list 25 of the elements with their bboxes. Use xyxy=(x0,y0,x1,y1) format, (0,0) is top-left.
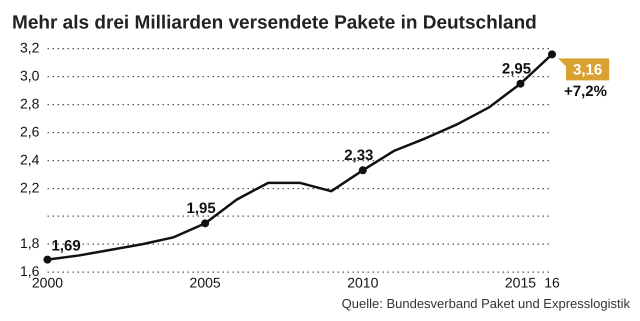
data-label: 1,69 xyxy=(51,237,81,254)
x-tick-label: 16 xyxy=(544,274,560,290)
y-tick-label: 1,6 xyxy=(20,263,40,280)
y-tick-label: 3,0 xyxy=(20,68,40,84)
y-tick-label: 2,4 xyxy=(20,151,40,168)
point xyxy=(43,256,52,264)
source-note: Quelle: Bundesverband Paket und Expresslogistik xyxy=(342,296,630,312)
y-tick-label: 2,6 xyxy=(20,123,40,140)
point xyxy=(516,80,524,88)
data-label: 3,16 xyxy=(572,62,602,79)
data-label: 2,95 xyxy=(502,60,532,78)
y-tick-label: 2,2 xyxy=(20,179,40,196)
y-tick-label: 2,8 xyxy=(20,96,40,112)
x-tick-label: 2015 xyxy=(504,274,536,290)
data-label: 2,33 xyxy=(344,146,374,164)
x-tick-label: 2005 xyxy=(190,274,221,290)
data-label: 1,95 xyxy=(186,200,216,217)
y-tick-label: 1,8 xyxy=(20,235,40,252)
annotation: +7,2% xyxy=(564,83,607,100)
x-tick-label: 2010 xyxy=(347,274,379,290)
chart-title: Mehr als drei Milliarden versendete Pakete in Deutschland xyxy=(12,12,537,34)
point xyxy=(201,219,210,228)
point xyxy=(358,166,367,174)
point xyxy=(548,50,556,58)
y-tick-label: 3,2 xyxy=(20,40,40,56)
